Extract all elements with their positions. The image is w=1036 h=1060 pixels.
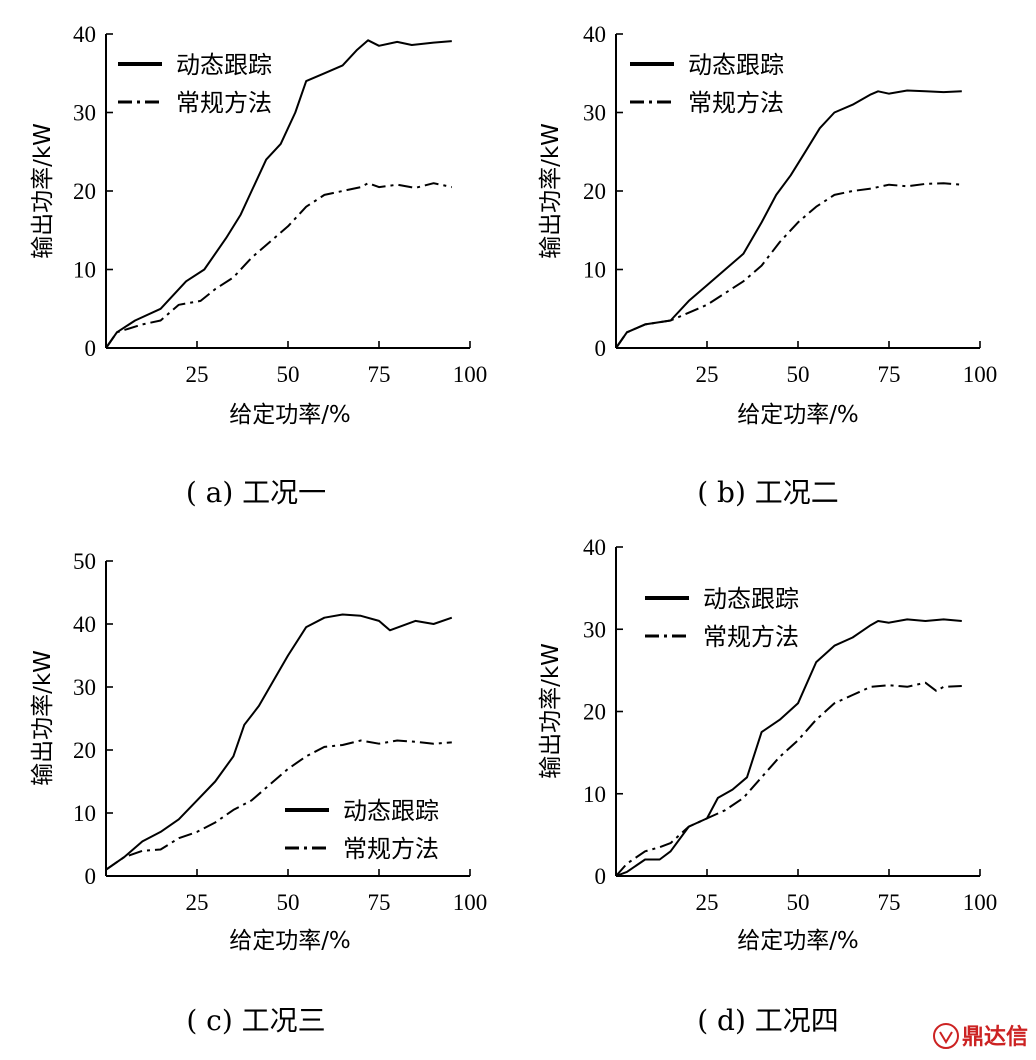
y-tick-label: 40 (583, 535, 606, 560)
y-tick-label: 30 (73, 675, 96, 700)
x-tick-label: 25 (696, 890, 719, 915)
x-tick-label: 50 (787, 890, 810, 915)
legend-label: 动态跟踪 (688, 51, 784, 79)
x-tick-label: 50 (277, 890, 300, 915)
x-tick-label: 75 (878, 890, 901, 915)
x-tick-label: 50 (787, 362, 810, 387)
x-tick-label: 25 (186, 890, 209, 915)
series-line-conventional-method (615, 681, 962, 877)
y-axis-label: 输出功率/kW (538, 643, 564, 779)
y-tick-label: 0 (595, 864, 607, 889)
legend-label: 动态跟踪 (176, 51, 272, 79)
x-tick-label: 75 (368, 362, 391, 387)
y-tick-label: 10 (73, 258, 96, 283)
y-tick-label: 0 (595, 336, 607, 361)
y-tick-label: 10 (583, 782, 606, 807)
y-tick-label: 50 (73, 549, 96, 574)
legend-label: 动态跟踪 (343, 797, 439, 825)
y-tick-label: 0 (85, 336, 97, 361)
y-tick-label: 10 (583, 258, 606, 283)
x-tick-label: 100 (453, 890, 488, 915)
watermark-logo-icon (933, 1023, 959, 1049)
y-axis-label: 输出功率/kW (538, 123, 564, 259)
legend-label: 常规方法 (703, 623, 799, 651)
x-tick-label: 75 (878, 362, 901, 387)
y-tick-label: 30 (73, 101, 96, 126)
x-tick-label: 75 (368, 890, 391, 915)
legend-label: 动态跟踪 (703, 585, 799, 613)
x-tick-label: 25 (186, 362, 209, 387)
series-line-dynamic-tracking (615, 618, 962, 877)
watermark-text: 鼎达信 (962, 1024, 1028, 1050)
legend-label: 常规方法 (688, 89, 784, 117)
y-tick-label: 20 (583, 179, 606, 204)
x-axis-label: 给定功率/% (229, 402, 351, 428)
y-tick-label: 10 (73, 801, 96, 826)
legend-label: 常规方法 (343, 835, 439, 863)
x-axis-label: 给定功率/% (737, 928, 859, 954)
series-line-dynamic-tracking (105, 39, 452, 349)
x-axis-label: 给定功率/% (737, 402, 859, 428)
panel-caption: ( c) 工况三 (186, 1004, 325, 1037)
y-axis-label: 输出功率/kW (30, 123, 56, 259)
x-tick-label: 100 (963, 362, 998, 387)
series-line-dynamic-tracking (105, 613, 453, 871)
panel-caption: ( b) 工况二 (697, 476, 839, 509)
y-tick-label: 30 (583, 617, 606, 642)
chart-panel-3: 0 10 20 30 40 50 25 50 75 100 给定功率/% 输出功率/kW 动态跟踪常规方… (30, 549, 487, 1037)
y-tick-label: 30 (583, 101, 606, 126)
y-axis-label: 输出功率/kW (30, 650, 56, 786)
y-tick-label: 40 (583, 22, 606, 47)
series-line-conventional-method (105, 182, 453, 349)
y-tick-label: 20 (583, 700, 606, 725)
x-axis-label: 给定功率/% (229, 928, 351, 954)
series-line-conventional-method (615, 182, 962, 349)
x-tick-label: 25 (696, 362, 719, 387)
panel-caption: ( a) 工况一 (186, 476, 326, 509)
y-tick-label: 0 (85, 864, 97, 889)
y-tick-label: 20 (73, 738, 96, 763)
x-tick-label: 100 (963, 890, 998, 915)
series-line-conventional-method (105, 739, 452, 871)
y-tick-label: 40 (73, 22, 96, 47)
x-tick-label: 50 (277, 362, 300, 387)
watermark: 鼎达信 (933, 1023, 1028, 1050)
watermark-logo-mark (939, 1031, 953, 1044)
y-tick-label: 20 (73, 179, 96, 204)
panel-caption: ( d) 工况四 (697, 1004, 839, 1037)
y-tick-label: 40 (73, 612, 96, 637)
x-tick-label: 100 (453, 362, 488, 387)
series-line-dynamic-tracking (615, 89, 962, 349)
legend-label: 常规方法 (176, 89, 272, 117)
